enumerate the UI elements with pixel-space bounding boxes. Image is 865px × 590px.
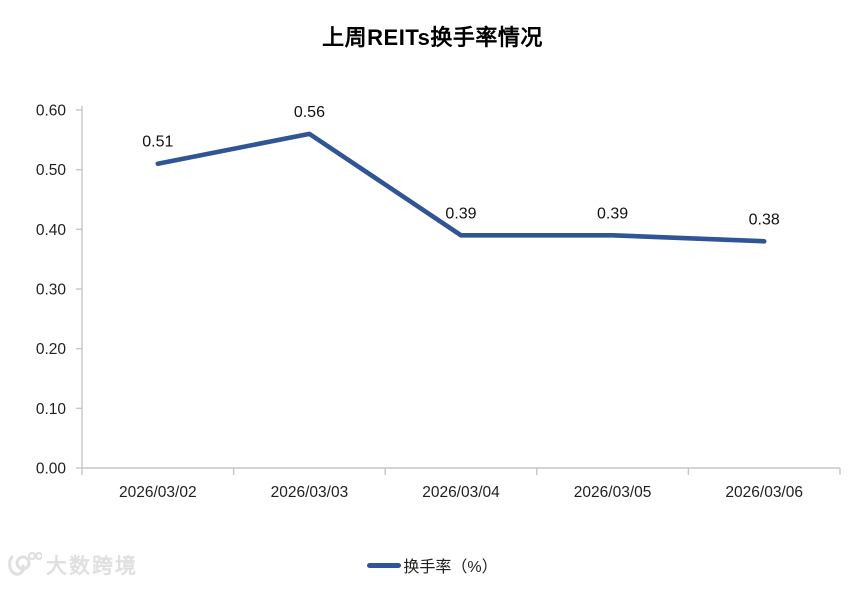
x-axis-tick-label: 2026/03/02 [119, 484, 197, 501]
y-axis-tick-label: 0.50 [36, 162, 67, 179]
y-axis-tick-label: 0.00 [36, 461, 67, 478]
data-label: 0.51 [142, 134, 173, 151]
watermark: 大数跨境 [6, 549, 138, 581]
legend: 换手率（%） [0, 553, 865, 577]
series-line-turnover [155, 131, 767, 244]
x-axis-tick-label: 2026/03/06 [725, 484, 803, 501]
x-axis-tick-label: 2026/03/05 [574, 484, 652, 501]
y-axis-tick-label: 0.60 [36, 103, 67, 120]
watermark-logo-icon [8, 551, 42, 576]
x-axis-tick-label: 2026/03/04 [422, 484, 500, 501]
data-label: 0.39 [445, 205, 476, 222]
data-label: 0.56 [294, 104, 325, 121]
data-label: 0.38 [749, 211, 780, 228]
y-axis-tick-label: 0.10 [36, 401, 67, 418]
y-axis-tick-label: 0.30 [36, 282, 67, 299]
x-axis-tick-label: 2026/03/03 [271, 484, 349, 501]
legend-line-swatch [367, 562, 402, 568]
y-axis-tick-label: 0.20 [36, 341, 67, 358]
y-axis-tick-label: 0.40 [36, 222, 67, 239]
chart-title: 上周REITs换手率情况 [322, 25, 543, 50]
legend-label: 换手率（%） [403, 559, 498, 576]
watermark-text: 大数跨境 [46, 555, 138, 578]
data-label: 0.39 [597, 205, 628, 222]
